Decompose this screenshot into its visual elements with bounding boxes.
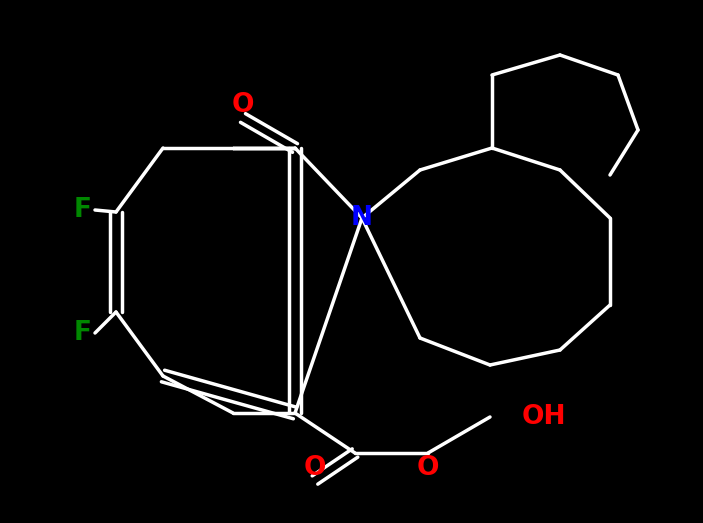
Text: F: F <box>74 320 92 346</box>
Text: O: O <box>304 455 326 481</box>
Text: O: O <box>417 455 439 481</box>
Text: O: O <box>232 92 254 118</box>
Text: F: F <box>74 197 92 223</box>
Text: N: N <box>351 205 373 231</box>
Text: OH: OH <box>522 404 567 430</box>
